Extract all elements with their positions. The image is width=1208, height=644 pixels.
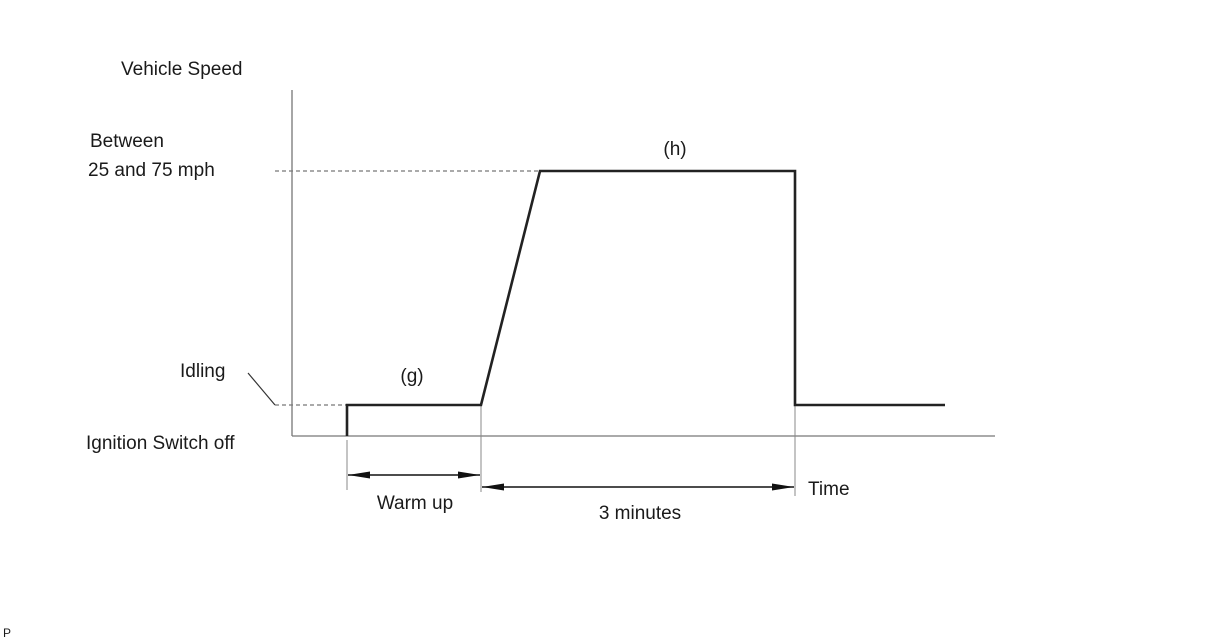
idling-label: Idling <box>180 361 225 382</box>
x-axis-label: Time <box>808 479 850 500</box>
drive-duration-label: 3 minutes <box>599 503 681 524</box>
high-level-label-line1: Between <box>90 131 164 152</box>
y-axis-label: Vehicle Speed <box>121 59 243 80</box>
idling-leader-line <box>247 372 276 406</box>
warmup-label: Warm up <box>377 493 453 514</box>
ignition-off-label: Ignition Switch off <box>86 433 235 454</box>
high-level-label-line2: 25 and 75 mph <box>88 160 215 181</box>
phase-h-label: (h) <box>663 139 686 160</box>
speed-profile-line <box>345 169 945 436</box>
phase-g-label: (g) <box>400 366 423 387</box>
corner-mark: P <box>3 626 11 640</box>
